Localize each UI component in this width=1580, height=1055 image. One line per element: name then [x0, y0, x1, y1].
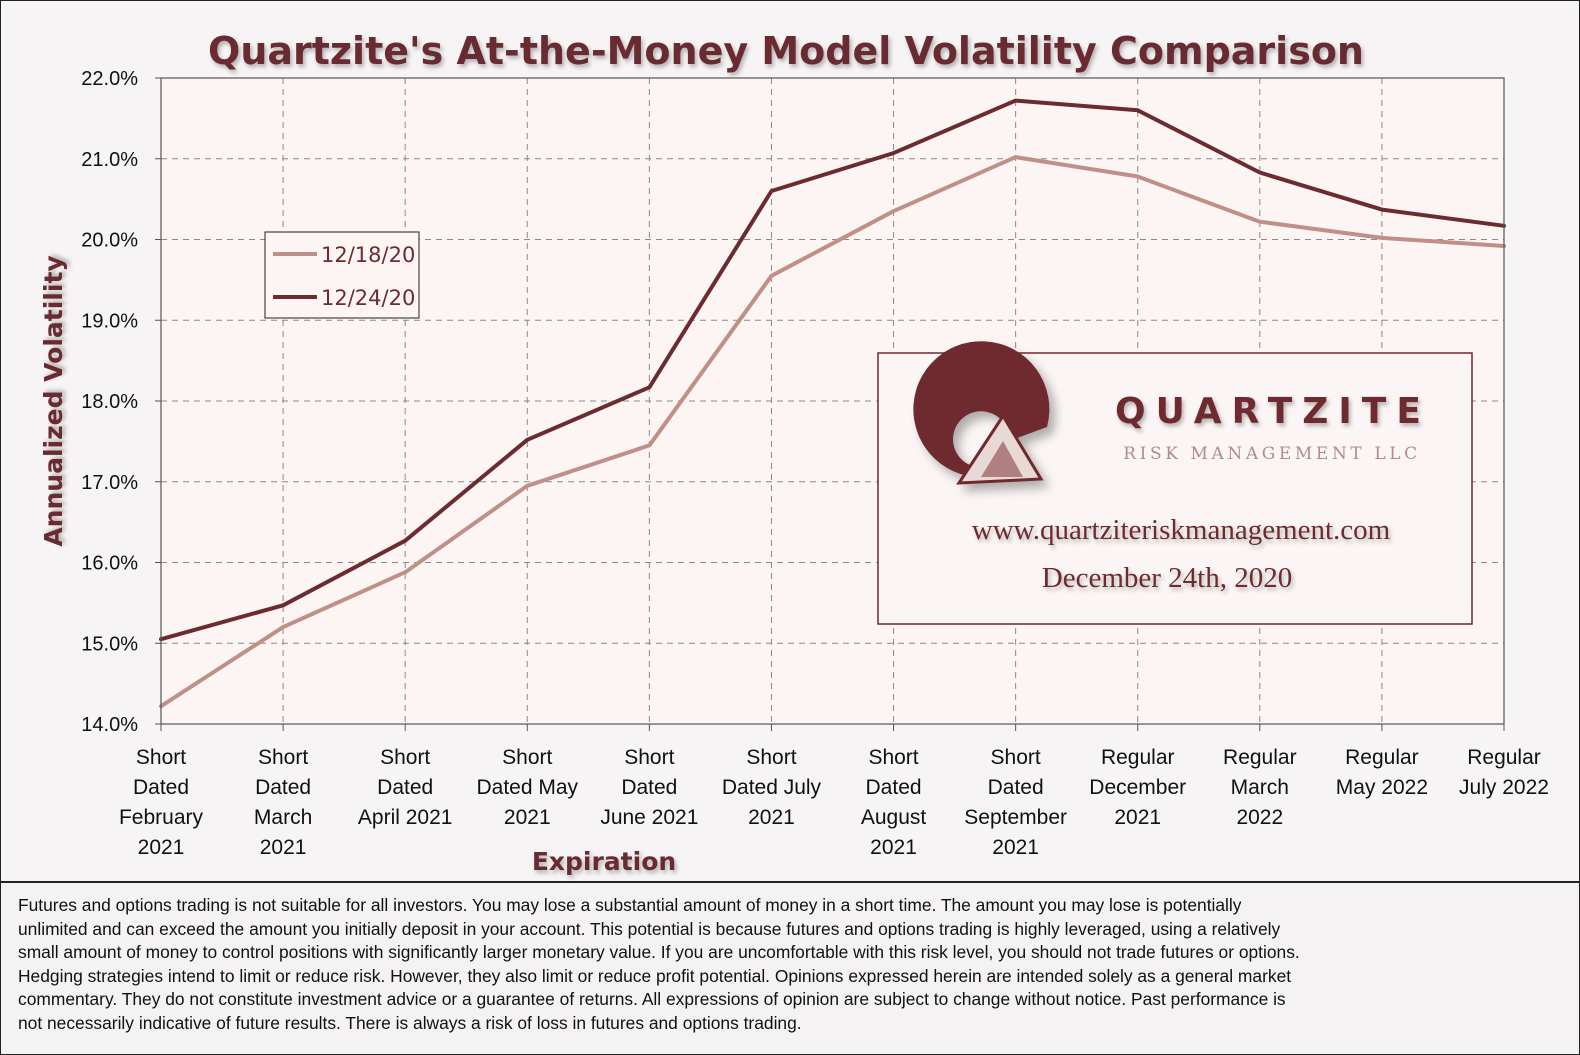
y-tick-label: 22.0%: [81, 68, 138, 90]
disclaimer-line: not necessarily indicative of future res…: [18, 1012, 802, 1033]
company-subtitle: RISK MANAGEMENT LLC: [1123, 444, 1421, 464]
disclaimer-text: Futures and options trading is not suita…: [18, 894, 1563, 1035]
volatility-chart: Quartzite's At-the-Money Model Volatilit…: [39, 29, 1549, 876]
y-tick-label: 21.0%: [81, 149, 138, 171]
y-tick-label: 16.0%: [81, 553, 138, 575]
chart-panel: Quartzite's At-the-Money Model Volatilit…: [1, 1, 1579, 883]
chart-title: Quartzite's At-the-Money Model Volatilit…: [208, 29, 1364, 73]
y-tick-label: 19.0%: [81, 310, 138, 332]
quartzite-logo-icon: [913, 341, 1050, 485]
x-axis-label: Expiration: [532, 847, 676, 876]
legend: 12/18/20 12/24/20: [264, 231, 420, 319]
chart-date: December 24th, 2020: [1042, 562, 1292, 594]
series-line-12-24-20: [159, 98, 1506, 642]
y-axis-ticks: 14.0% 15.0% 16.0% 17.0% 18.0% 19.0% 20.0% 21.0%…: [81, 68, 161, 736]
disclaimer-line: Futures and options trading is not suita…: [18, 895, 1242, 915]
disclaimer-line: commentary. They do not constitute inves…: [18, 989, 1286, 1009]
x-axis-ticks: Short Dated February 2021 Short Dated March 202…: [119, 724, 1549, 859]
x-tick-label: Regular May 2022: [1336, 746, 1428, 799]
y-tick-label: 20.0%: [81, 230, 138, 252]
company-name: QUARTZITE: [1115, 391, 1431, 432]
disclaimer-line: small amount of money to control positio…: [18, 942, 1300, 962]
x-tick-label: Short Dated August 2021: [861, 746, 927, 859]
x-tick-label: Regular December 2021: [1089, 746, 1186, 829]
branding-box: QUARTZITE RISK MANAGEMENT LLC www.quartz…: [877, 341, 1473, 625]
disclaimer-line: Hedging strategies intend to limit or re…: [18, 965, 1292, 986]
y-tick-label: 14.0%: [81, 714, 138, 736]
x-tick-label: Short Dated July 2021: [722, 746, 822, 829]
legend-box: [264, 231, 420, 319]
series-lines: [159, 98, 1506, 709]
legend-label-12-24-20: 12/24/20: [321, 286, 415, 310]
x-tick-label: Short Dated May 2021: [476, 746, 578, 829]
x-tick-label: Short Dated June 2021: [600, 746, 698, 829]
x-tick-label: Short Dated March 2021: [254, 746, 312, 859]
x-tick-label: Regular July 2022: [1459, 746, 1549, 799]
website-url: www.quartziteriskmanagement.com: [972, 514, 1391, 546]
legend-label-12-18-20: 12/18/20: [321, 243, 415, 267]
y-axis-label: Annualized Volatility: [39, 255, 68, 546]
x-tick-label: Short Dated April 2021: [358, 746, 453, 829]
y-tick-label: 18.0%: [81, 391, 138, 413]
x-tick-label: Short Dated February 2021: [119, 746, 204, 859]
series-line-12-18-20: [159, 155, 1506, 709]
disclaimer-line: unlimited and can exceed the amount you …: [18, 918, 1281, 939]
x-tick-label: Short Dated September 2021: [964, 746, 1067, 859]
y-tick-label: 15.0%: [81, 633, 138, 655]
x-tick-label: Regular March 2022: [1223, 746, 1297, 829]
y-tick-label: 17.0%: [81, 472, 138, 494]
